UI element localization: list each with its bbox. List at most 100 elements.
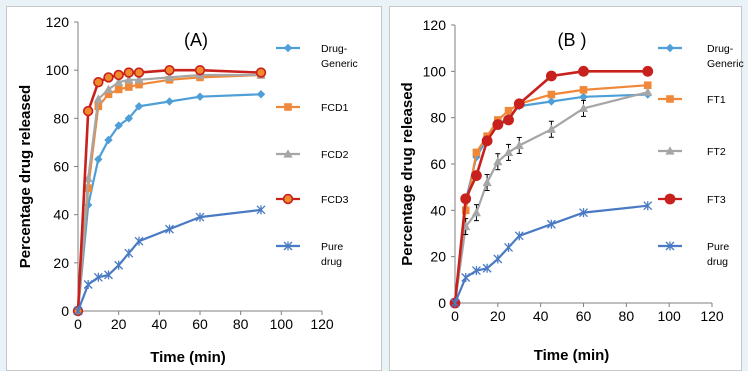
data-point [114, 121, 123, 130]
x-tick-label: 20 [111, 316, 127, 332]
series-fcd3 [72, 64, 267, 317]
legend-item: Pure drug [658, 241, 729, 268]
data-point [94, 155, 103, 164]
legend-marker [664, 193, 676, 205]
data-point [103, 72, 114, 83]
legend-item: FT1 [658, 94, 726, 106]
data-point [514, 140, 524, 150]
chart-a: 0 20 40 60 80 100 120 0 20 40 60 80 100 120 Time (min)… [17, 14, 358, 366]
legend-item: FCD1 [276, 102, 349, 114]
legend-label: FCD1 [321, 102, 349, 114]
data-point [503, 147, 514, 157]
data-point [83, 280, 93, 290]
data-point [547, 90, 556, 99]
data-point [643, 81, 652, 90]
data-point [256, 90, 266, 99]
series-fcd2 [73, 70, 266, 315]
data-point [194, 64, 206, 76]
data-point [546, 124, 556, 133]
legend-item: FT3 [658, 193, 726, 206]
legend-marker [283, 149, 293, 158]
data-point [482, 177, 492, 187]
y-tick-label: 100 [423, 63, 447, 79]
legend-label: FCD3 [321, 194, 349, 206]
chart-b: 0 20 40 60 80 100 120 0 20 40 60 80 100 120 Time (min)… [399, 17, 744, 364]
x-tick-label: 120 [310, 316, 334, 332]
y-tick-label: 20 [430, 249, 446, 265]
data-point [195, 92, 205, 101]
x-tick-label: 60 [576, 308, 592, 324]
data-point [114, 77, 124, 86]
legend-marker [666, 95, 674, 103]
data-point [579, 92, 588, 102]
x-tick-label: 120 [700, 308, 724, 324]
data-point [493, 254, 503, 264]
legend-label: Drug- [707, 43, 734, 55]
legend-item: FCD3 [276, 193, 349, 206]
data-point [482, 263, 492, 273]
data-point [104, 135, 113, 145]
data-point [450, 298, 460, 308]
data-point [579, 86, 588, 94]
legend-label: Generic [321, 58, 358, 70]
y-tick-label: 60 [430, 156, 446, 172]
chart-title: (A) [184, 30, 208, 50]
data-point [579, 208, 588, 218]
data-point [513, 98, 525, 110]
data-point [255, 67, 267, 78]
series-line [76, 208, 262, 312]
data-point [642, 65, 654, 77]
series-line [453, 204, 648, 304]
data-point [73, 306, 83, 316]
data-point [504, 106, 513, 115]
data-point [133, 67, 145, 78]
data-point [461, 273, 471, 283]
legend-label: Drug- [321, 43, 348, 55]
data-point [164, 72, 175, 81]
y-tick-label: 0 [61, 303, 69, 319]
x-tick-label: 0 [74, 316, 82, 332]
legend-marker [665, 241, 675, 251]
y-tick-label: 40 [430, 202, 446, 218]
data-point [578, 103, 589, 112]
series-line [453, 70, 648, 304]
legend-marker [283, 241, 293, 251]
data-point [165, 97, 174, 106]
data-point [546, 219, 556, 229]
data-point [493, 156, 503, 166]
series-line [76, 68, 262, 312]
x-tick-label: 40 [152, 316, 168, 332]
data-point [134, 75, 144, 84]
data-point [124, 248, 134, 258]
legend-label: FT2 [707, 146, 726, 158]
data-point [104, 270, 113, 280]
data-point [125, 83, 133, 91]
legend-label: FCD2 [321, 149, 349, 161]
panel-a [6, 6, 382, 371]
x-tick-label: 40 [533, 308, 549, 324]
x-tick-label: 100 [270, 316, 294, 332]
x-axis-label: Time (min) [150, 349, 226, 366]
legend-label: Generic [707, 58, 744, 70]
data-point [492, 119, 504, 131]
x-axis-label: Time (min) [534, 347, 610, 364]
data-point [472, 148, 481, 157]
y-tick-label: 40 [53, 207, 69, 223]
legend-label: FT1 [707, 94, 726, 106]
data-point [545, 70, 557, 82]
data-point [93, 77, 104, 88]
series-fcd1 [74, 71, 265, 315]
legend-label: Pure [707, 241, 729, 253]
data-point [123, 67, 135, 78]
y-tick-label: 80 [53, 110, 69, 126]
x-tick-label: 80 [619, 308, 635, 324]
legend-marker [283, 43, 293, 53]
y-axis-label: Percentage drug released [399, 82, 416, 265]
data-point [124, 75, 134, 84]
y-tick-label: 100 [46, 62, 70, 78]
legend-label: drug [707, 256, 728, 268]
data-point [256, 205, 266, 215]
data-point [471, 266, 481, 276]
data-point [104, 90, 113, 99]
